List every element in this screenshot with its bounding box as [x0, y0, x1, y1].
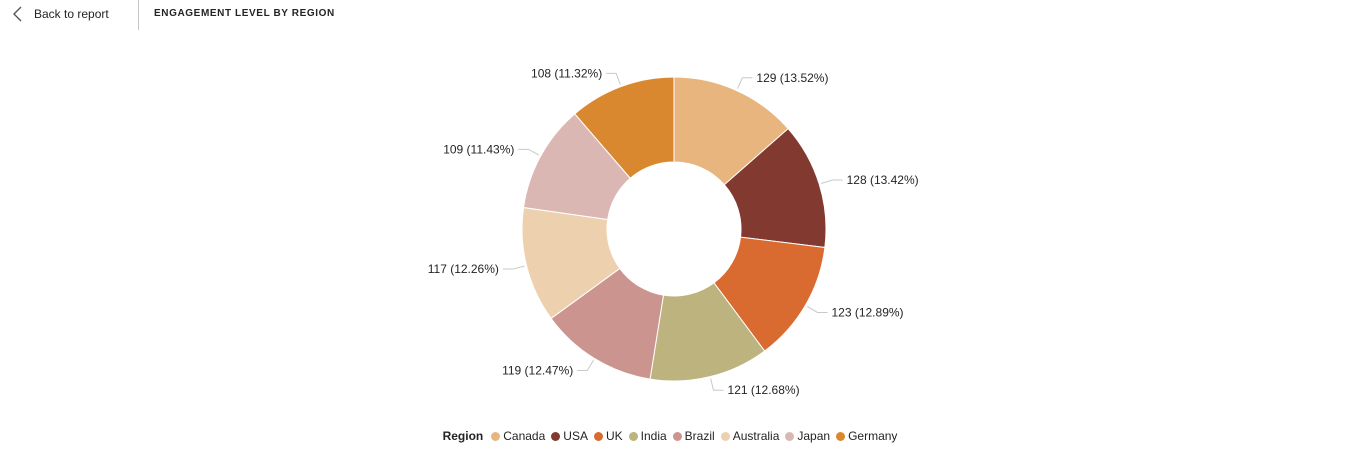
- legend-item-australia[interactable]: Australia: [720, 429, 780, 443]
- header-divider: [138, 0, 139, 30]
- data-label-uk: 123 (12.89%): [831, 305, 903, 319]
- data-label-canada: 129 (13.52%): [756, 71, 828, 85]
- legend-label: Canada: [503, 429, 546, 443]
- legend-item-usa[interactable]: USA: [551, 429, 588, 443]
- legend-label: Australia: [732, 429, 780, 443]
- legend-item-japan[interactable]: Japan: [785, 429, 830, 443]
- legend-label: Japan: [797, 429, 831, 443]
- legend-label: Germany: [848, 429, 898, 443]
- data-label-australia: 117 (12.26%): [428, 262, 499, 276]
- back-to-report-label: Back to report: [34, 7, 109, 21]
- legend-item-india[interactable]: India: [628, 429, 667, 443]
- legend-item-uk[interactable]: UK: [593, 429, 623, 443]
- legend-item-brazil[interactable]: Brazil: [672, 429, 715, 443]
- legend-marker: [836, 431, 846, 441]
- legend-marker: [672, 431, 682, 441]
- leader-line-india: [710, 378, 724, 391]
- legend-label: Brazil: [684, 429, 715, 443]
- leader-line-canada: [737, 77, 753, 89]
- data-label-usa: 128 (13.42%): [847, 173, 919, 187]
- chevron-left-icon: [12, 5, 24, 23]
- top-bar: Back to report ENGAGEMENT LEVEL BY REGIO…: [0, 0, 1346, 32]
- legend: Region Canada USA UK India Brazil Australia Ja…: [0, 427, 1346, 445]
- legend-label: India: [640, 429, 667, 443]
- legend-marker: [785, 431, 795, 441]
- legend-label: UK: [605, 429, 623, 443]
- legend-marker: [720, 431, 730, 441]
- data-label-india: 121 (12.68%): [728, 383, 800, 397]
- leader-line-uk: [806, 306, 828, 313]
- back-to-report-button[interactable]: Back to report: [12, 2, 109, 26]
- leader-line-germany: [606, 72, 621, 85]
- leader-line-usa: [820, 179, 843, 185]
- data-label-japan: 109 (11.43%): [443, 142, 514, 156]
- legend-title: Region: [442, 429, 484, 443]
- legend-marker: [551, 431, 561, 441]
- donut-slice-germany[interactable]: [574, 76, 675, 179]
- data-label-brazil: 119 (12.47%): [502, 364, 573, 378]
- legend-item-germany[interactable]: Germany: [836, 429, 897, 443]
- legend-label: USA: [563, 429, 588, 443]
- leader-line-brazil: [577, 360, 594, 372]
- legend-marker: [628, 431, 638, 441]
- leader-line-australia: [502, 265, 525, 270]
- visual-title: ENGAGEMENT LEVEL BY REGION: [154, 8, 335, 19]
- leader-line-japan: [518, 148, 540, 156]
- legend-marker: [491, 431, 501, 441]
- data-label-germany: 108 (11.32%): [531, 66, 602, 80]
- legend-item-canada[interactable]: Canada: [491, 429, 545, 443]
- legend-marker: [593, 431, 603, 441]
